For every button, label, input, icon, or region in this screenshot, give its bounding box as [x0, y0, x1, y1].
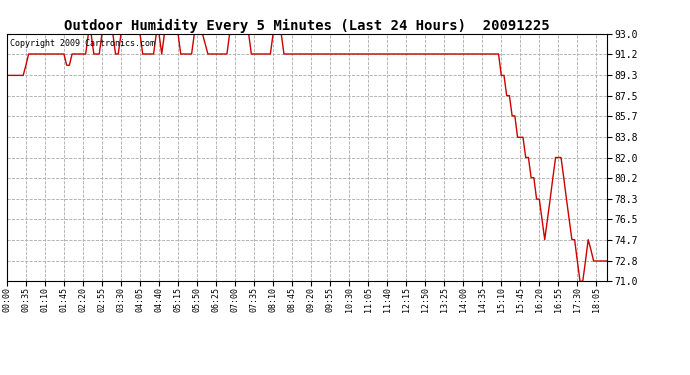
Text: Copyright 2009 Cartronics.com: Copyright 2009 Cartronics.com: [10, 39, 155, 48]
Title: Outdoor Humidity Every 5 Minutes (Last 24 Hours)  20091225: Outdoor Humidity Every 5 Minutes (Last 2…: [64, 18, 550, 33]
